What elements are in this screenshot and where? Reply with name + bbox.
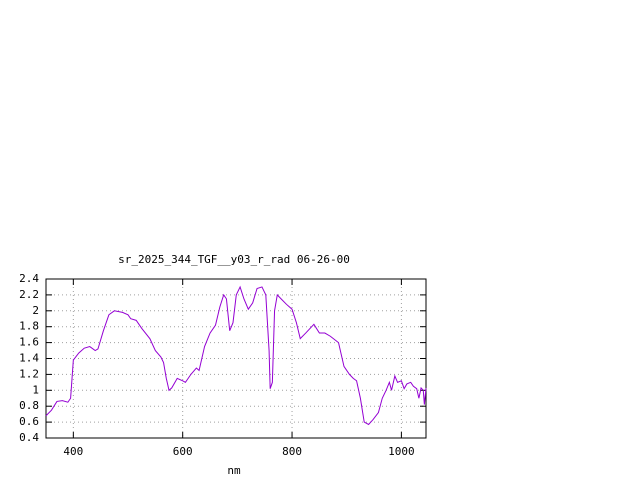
y-tick-label: 1.2 [19,367,39,380]
y-tick-label: 2.2 [19,288,39,301]
y-tick-label: 2.4 [19,272,39,285]
spectrum-line [45,285,427,426]
x-tick-label: 1000 [388,445,415,458]
x-axis-label: nm [227,464,241,477]
x-tick-label: 600 [173,445,193,458]
y-tick-label: 1.8 [19,320,39,333]
y-tick-label: 1 [32,383,39,396]
x-tick-label: 400 [63,445,83,458]
y-tick-label: 2 [32,304,39,317]
chart-title: sr_2025_344_TGF__y03_r_rad 06-26-00 [118,253,350,266]
y-tick-label: 0.4 [19,431,39,444]
y-tick-label: 1.6 [19,336,39,349]
y-tick-label: 1.4 [19,352,39,365]
y-tick-label: 0.6 [19,415,39,428]
y-tick-label: 0.8 [19,399,39,412]
plot-frame [45,278,427,439]
x-tick-label: 800 [282,445,302,458]
